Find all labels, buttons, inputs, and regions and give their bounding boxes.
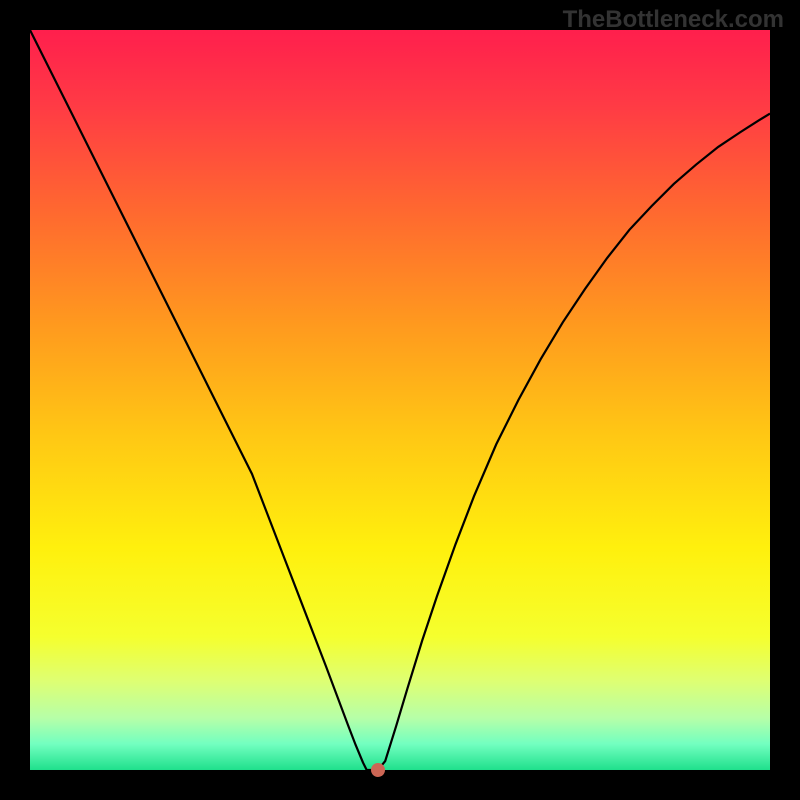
watermark-text: TheBottleneck.com: [563, 6, 784, 34]
bottleneck-curve: [30, 30, 770, 770]
plot-area: [30, 30, 770, 770]
minimum-marker: [371, 763, 385, 777]
